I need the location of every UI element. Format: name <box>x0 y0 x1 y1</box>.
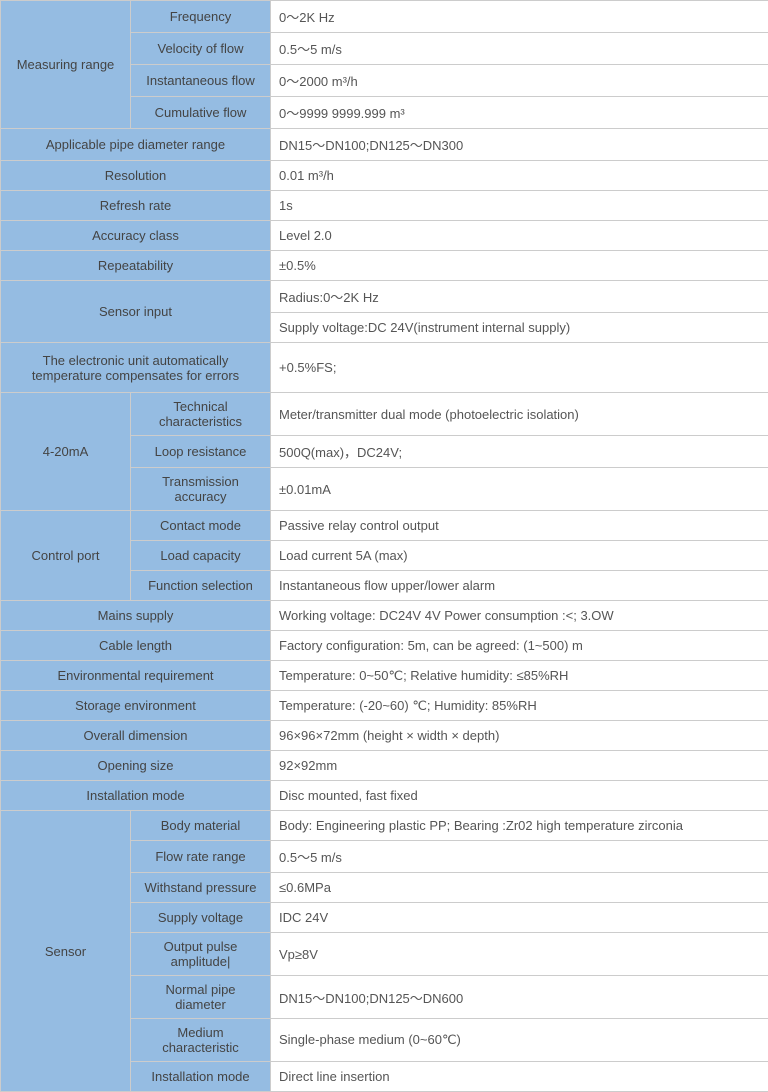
val-body-mat: Body: Engineering plastic PP; Bearing :Z… <box>271 811 768 841</box>
sub-withstand: Withstand pressure <box>131 873 271 903</box>
sub-supply-v: Supply voltage <box>131 903 271 933</box>
group-control-port: Control port <box>1 511 131 601</box>
group-measuring-range: Measuring range <box>1 1 131 129</box>
sub-func-sel: Function selection <box>131 571 271 601</box>
val-trans-acc: ±0.01mA <box>271 468 768 511</box>
val-storage: Temperature: (-20~60) ℃; Humidity: 85%RH <box>271 691 768 721</box>
val-tech-char: Meter/transmitter dual mode (photoelectr… <box>271 393 768 436</box>
label-repeatability: Repeatability <box>1 251 271 281</box>
label-pipe-diameter: Applicable pipe diameter range <box>1 129 271 161</box>
val-opening: 92×92mm <box>271 751 768 781</box>
label-env-req: Environmental requirement <box>1 661 271 691</box>
val-sensor-input-1: Radius:0～2K Hz <box>271 281 768 313</box>
val-contact-mode: Passive relay control output <box>271 511 768 541</box>
sub-tech-char: Technical characteristics <box>131 393 271 436</box>
val-resolution: 0.01 m³/h <box>271 161 768 191</box>
val-repeatability: ±0.5% <box>271 251 768 281</box>
label-temp-compensate: The electronic unit automatically temper… <box>1 343 271 393</box>
group-sensor: Sensor <box>1 811 131 1092</box>
val-instantaneous: 0～2000 m³/h <box>271 65 768 97</box>
val-accuracy: Level 2.0 <box>271 221 768 251</box>
group-sensor-input: Sensor input <box>1 281 271 343</box>
sub-flow-range: Flow rate range <box>131 841 271 873</box>
label-resolution: Resolution <box>1 161 271 191</box>
sub-medium: Medium characteristic <box>131 1019 271 1062</box>
spec-table: Measuring range Frequency 0～2K Hz Veloci… <box>0 0 768 1092</box>
val-output-pulse: Vp≥8V <box>271 933 768 976</box>
val-velocity: 0.5～5 m/s <box>271 33 768 65</box>
val-withstand: ≤0.6MPa <box>271 873 768 903</box>
sub-contact-mode: Contact mode <box>131 511 271 541</box>
val-install-mode-2: Direct line insertion <box>271 1062 768 1092</box>
sub-instantaneous: Instantaneous flow <box>131 65 271 97</box>
val-normal-pipe: DN15～DN100;DN125～DN600 <box>271 976 768 1019</box>
label-storage: Storage environment <box>1 691 271 721</box>
label-install-mode: Installation mode <box>1 781 271 811</box>
sub-loop-res: Loop resistance <box>131 436 271 468</box>
sub-load-cap: Load capacity <box>131 541 271 571</box>
val-load-cap: Load current 5A (max) <box>271 541 768 571</box>
val-overall-dim: 96×96×72mm (height × width × depth) <box>271 721 768 751</box>
val-flow-range: 0.5～5 m/s <box>271 841 768 873</box>
label-overall-dim: Overall dimension <box>1 721 271 751</box>
val-cable: Factory configuration: 5m, can be agreed… <box>271 631 768 661</box>
label-mains: Mains supply <box>1 601 271 631</box>
val-func-sel: Instantaneous flow upper/lower alarm <box>271 571 768 601</box>
val-frequency: 0～2K Hz <box>271 1 768 33</box>
label-refresh: Refresh rate <box>1 191 271 221</box>
val-refresh: 1s <box>271 191 768 221</box>
sub-install-mode-2: Installation mode <box>131 1062 271 1092</box>
sub-cumulative: Cumulative flow <box>131 97 271 129</box>
val-env-req: Temperature: 0~50℃; Relative humidity: ≤… <box>271 661 768 691</box>
sub-frequency: Frequency <box>131 1 271 33</box>
sub-body-mat: Body material <box>131 811 271 841</box>
sub-trans-acc: Transmission accuracy <box>131 468 271 511</box>
sub-output-pulse: Output pulse amplitude| <box>131 933 271 976</box>
group-4-20ma: 4-20mA <box>1 393 131 511</box>
val-temp-compensate: +0.5%FS; <box>271 343 768 393</box>
val-install-mode: Disc mounted, fast fixed <box>271 781 768 811</box>
sub-velocity: Velocity of flow <box>131 33 271 65</box>
label-accuracy: Accuracy class <box>1 221 271 251</box>
label-opening: Opening size <box>1 751 271 781</box>
sub-normal-pipe: Normal pipe diameter <box>131 976 271 1019</box>
val-sensor-input-2: Supply voltage:DC 24V(instrument interna… <box>271 313 768 343</box>
val-cumulative: 0～9999 9999.999 m³ <box>271 97 768 129</box>
label-cable: Cable length <box>1 631 271 661</box>
val-pipe-diameter: DN15～DN100;DN125～DN300 <box>271 129 768 161</box>
val-supply-v: IDC 24V <box>271 903 768 933</box>
val-loop-res: 500Q(max)，DC24V; <box>271 436 768 468</box>
val-medium: Single-phase medium (0~60℃) <box>271 1019 768 1062</box>
val-mains: Working voltage: DC24V 4V Power consumpt… <box>271 601 768 631</box>
